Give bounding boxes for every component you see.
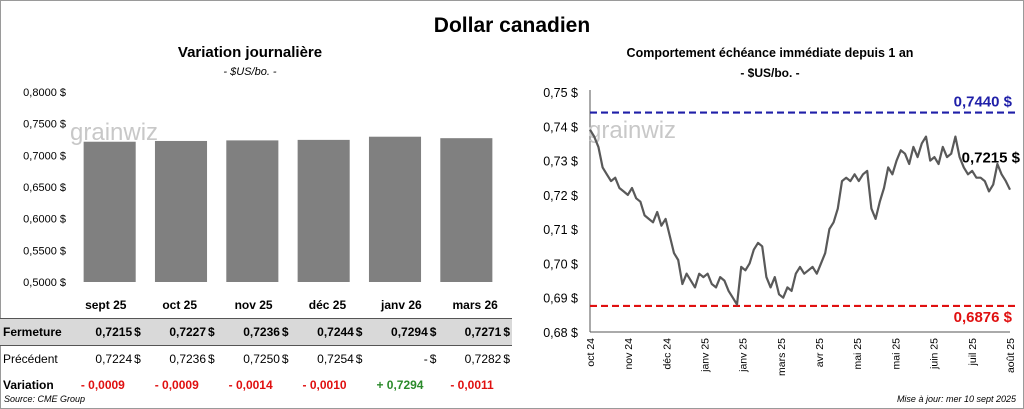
page-title: Dollar canadien [433,14,591,37]
month-header: mars 26 [452,298,498,312]
left-chart-subtitle: - $US/bo. - [223,66,277,78]
x-tick-label: déc 24 [661,338,673,370]
cell-unit: $ [206,318,217,346]
y-tick-label: 0,6000 $ [23,214,66,226]
cell-value: + 0,7294 [376,378,424,392]
cell-value: - 0,0014 [228,378,273,392]
cell-value: - 0,0009 [80,378,125,392]
high-value-label: 0,7440 $ [954,94,1013,111]
cell-value: 0,7236 [216,318,280,346]
cell-unit [428,372,439,398]
cell-value: 0,7271 [438,318,502,346]
table-row: Variation - 0,0009 - 0,0009 - 0,0014 - 0,001… [0,372,512,398]
cell-unit: $ [503,352,511,366]
y-tick-label: 0,68 $ [543,326,578,340]
cell-value: - 0,0011 [450,378,494,392]
cell-value: 0,7215 [68,318,133,346]
cell-unit: $ [281,352,289,366]
y-tick-label: 0,69 $ [543,292,578,306]
row-label: Précédent [3,352,58,366]
y-tick-label: 0,73 $ [543,155,578,169]
cell-unit [354,372,365,398]
cell-value: 0,7282 [464,352,502,366]
cell-value: 0,7250 [243,352,280,366]
watermark-logo: grainwiz [588,117,676,144]
cell-value: 0,7244 [290,318,354,346]
y-tick-label: 0,74 $ [543,120,578,134]
cell-unit [501,372,512,398]
x-tick-label: oct 24 [585,338,597,367]
y-tick-label: 0,7500 $ [23,119,66,131]
last-value-label: 0,7215 $ [962,149,1021,166]
table-row: Précédent 0,7224 $0,7236 $0,7250 $0,7254 $ - $0… [0,346,512,373]
bar [297,139,350,282]
month-header: nov 25 [234,298,273,312]
x-tick-label: janv 25 [738,338,750,373]
x-tick-label: mars 25 [776,338,788,376]
row-label: Variation [3,378,54,392]
series-line [589,129,1011,306]
cell-unit: $ [132,318,143,346]
table-row: Fermeture 0,7215 $0,7227 $0,7236 $0,7244 $0,7… [0,318,512,346]
cell-value: - 0,0010 [302,378,347,392]
cell-value: 0,7227 [142,318,207,346]
data-table: sept 25 oct 25 nov 25 déc 25 janv 26 mars 26 F… [0,292,512,398]
update-note: Mise à jour: mer 10 sept 2025 [896,394,1016,404]
bar [226,140,279,282]
cell-value: 0,7236 [169,352,207,366]
left-chart-title: Variation journalière [177,44,323,61]
month-header: sept 25 [85,298,127,312]
month-header: oct 25 [162,298,198,312]
cell-unit [132,372,143,398]
y-tick-label: 0,75 $ [543,86,578,100]
bar [368,136,422,282]
cell-value: 0,7294 [364,318,428,346]
cell-value: - [423,352,428,366]
x-tick-label: nov 24 [623,338,635,370]
x-tick-label: janv 25 [700,338,712,373]
table-header-row: sept 25 oct 25 nov 25 déc 25 janv 26 mars 26 [0,292,512,319]
bar-chart: 0,5000 $ 0,5500 $ 0,6000 $ 0,6500 $ 0,7000 $… [23,87,493,289]
cell-unit [206,372,217,398]
cell-value: 0,7224 [95,352,133,366]
bar [83,141,136,282]
cell-unit: $ [279,318,291,346]
bar [154,140,208,282]
y-tick-label: 0,70 $ [543,257,578,271]
y-tick-label: 0,72 $ [543,189,578,203]
x-tick-label: mai 25 [890,338,902,370]
source-note: Source: CME Group [4,394,86,404]
month-header: déc 25 [308,298,347,312]
y-tick-label: 0,6500 $ [23,182,66,194]
low-value-label: 0,6876 $ [954,309,1013,326]
cell-unit: $ [134,352,141,366]
cell-unit: $ [353,318,365,346]
y-tick-label: 0,7000 $ [23,150,66,162]
cell-unit: $ [429,352,437,366]
cell-unit: $ [355,352,363,366]
y-tick-label: 0,71 $ [543,223,578,237]
right-chart-title: Comportement échéance immédiate depuis 1… [626,46,914,60]
x-tick-label: mai 25 [852,338,864,370]
cell-value: 0,7254 [317,352,354,366]
y-tick-label: 0,8000 $ [23,87,66,99]
cell-unit: $ [501,318,512,346]
x-tick-label: juil 25 [967,338,979,367]
watermark-logo: grainwiz [70,119,158,146]
bar [440,138,493,282]
x-tick-label: juin 25 [929,338,941,370]
right-chart-subtitle: - $US/bo. - [740,66,800,80]
cell-unit: $ [207,352,215,366]
month-header: janv 26 [381,298,422,312]
x-tick-label: avr 25 [814,338,826,367]
cell-unit [280,372,291,398]
cell-value: - 0,0009 [154,378,199,392]
y-tick-label: 0,5500 $ [23,245,66,257]
row-label: Fermeture [0,318,69,346]
x-tick-label: août 25 [1005,338,1017,373]
y-tick-label: 0,5000 $ [23,277,66,289]
cell-unit: $ [427,318,439,346]
